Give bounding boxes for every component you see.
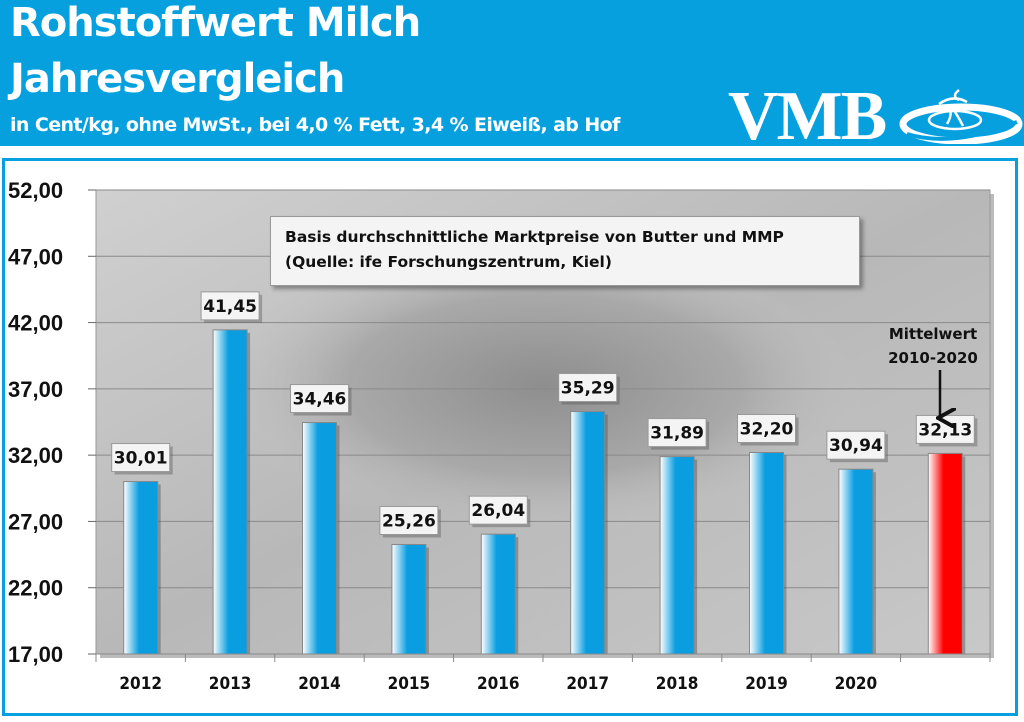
x-tick-label: 2018 [656, 674, 699, 694]
data-label: 32,13 [918, 420, 972, 440]
y-tick-label: 42,00 [8, 311, 63, 336]
bar [570, 411, 606, 655]
x-tick-label: 2017 [566, 674, 609, 694]
bar [749, 451, 784, 655]
bar [302, 422, 337, 655]
data-label-box [558, 373, 618, 403]
mean-annotation-line1: Mittelwert [888, 325, 978, 343]
data-label: 26,04 [471, 501, 525, 521]
data-label: 30,01 [114, 449, 168, 469]
vmb-logo-text: VMB [728, 78, 887, 155]
x-tick-label: 2016 [477, 674, 520, 694]
bar-mean [927, 452, 963, 655]
y-tick-label: 32,00 [8, 443, 63, 468]
vmb-swirl-logo-icon [899, 89, 1023, 144]
data-label: 35,29 [561, 379, 615, 399]
x-tick-label: 2020 [835, 674, 878, 694]
data-label-box [826, 430, 886, 460]
x-tick-label: 2019 [745, 674, 788, 694]
page-title-line2: Jahresvergleich [10, 56, 345, 102]
y-tick-label: 37,00 [8, 377, 63, 402]
bar [659, 456, 695, 655]
plot-background-photo [200, 250, 860, 550]
data-label: 32,20 [740, 419, 794, 439]
bar [123, 481, 159, 655]
data-label-box [111, 443, 171, 473]
data-label: 34,46 [293, 390, 347, 410]
mean-annotation-line2: 2010-2020 [888, 349, 978, 367]
data-label-box [737, 413, 796, 443]
x-tick-label: 2014 [298, 674, 341, 694]
bar [480, 533, 516, 655]
data-label: 31,89 [650, 424, 704, 444]
data-label-box [647, 418, 707, 448]
y-tick-label: 27,00 [8, 509, 63, 534]
bar [838, 468, 874, 655]
data-label-box [290, 384, 349, 414]
x-tick-label: 2015 [388, 674, 431, 694]
data-label-box [468, 495, 528, 525]
data-label: 30,94 [829, 436, 883, 456]
data-label: 41,45 [203, 297, 257, 317]
y-tick-label: 22,00 [8, 576, 63, 601]
page-subtitle: in Cent/kg, ohne MwSt., bei 4,0 % Fett, … [10, 114, 620, 136]
data-label: 25,26 [382, 511, 436, 531]
bar [391, 543, 427, 655]
bar [212, 329, 248, 655]
x-tick-label: 2012 [119, 674, 162, 694]
y-tick-label: 17,00 [8, 642, 63, 667]
data-label-box [200, 291, 260, 321]
page-title-line1: Rohstoffwert Milch [10, 0, 421, 46]
y-tick-label: 47,00 [8, 244, 63, 269]
x-tick-label: 2013 [209, 674, 252, 694]
source-note-line2: (Quelle: ife Forschungszentrum, Kiel) [285, 253, 612, 271]
source-note-box: Basis durchschnittliche Marktpreise von … [270, 216, 860, 286]
mean-annotation: Mittelwert 2010-2020 [874, 322, 992, 370]
data-label-box [379, 505, 439, 535]
source-note-line1: Basis durchschnittliche Marktpreise von … [285, 228, 784, 246]
header-banner: Rohstoffwert Milch Jahresvergleich in Ce… [0, 0, 1024, 152]
y-tick-label: 52,00 [8, 178, 63, 203]
